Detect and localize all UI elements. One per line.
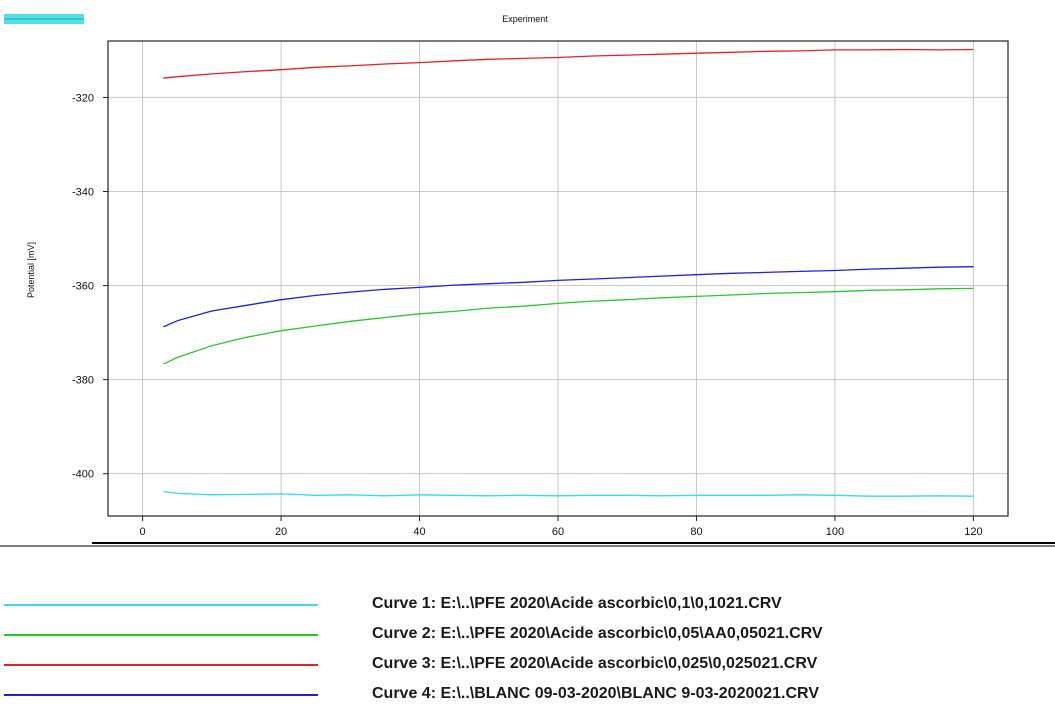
y-tick-label: -340 [72, 186, 94, 198]
legend-label: Curve 2: E:\..\PFE 2020\Acide ascorbic\0… [372, 625, 823, 642]
chart-title: Experiment [502, 14, 548, 24]
x-tick-label: 60 [552, 526, 564, 538]
x-tick-label: 100 [826, 526, 844, 538]
legend-label: Curve 1: E:\..\PFE 2020\Acide ascorbic\0… [372, 595, 782, 612]
y-tick-label: -360 [72, 281, 94, 293]
legend-line [4, 604, 318, 606]
x-tick-label: 0 [140, 526, 146, 538]
legend-line [4, 634, 318, 636]
x-tick-label: 80 [690, 526, 702, 538]
legend-item: Curve 4: E:\..\BLANC 09-03-2020\BLANC 9-… [0, 683, 1055, 707]
plot-series [163, 48, 974, 497]
series-line-2 [163, 287, 974, 365]
x-tick-label: 120 [964, 526, 982, 538]
grid [108, 41, 1008, 516]
series-line-1 [163, 490, 974, 497]
y-tick-label: -320 [72, 92, 94, 104]
legend-label: Curve 4: E:\..\BLANC 09-03-2020\BLANC 9-… [372, 685, 819, 702]
y-axis-label: Potential [mV] [26, 242, 36, 298]
legend-item: Curve 3: E:\..\PFE 2020\Acide ascorbic\0… [0, 653, 1055, 677]
legend-line [4, 664, 318, 666]
legend-item: Curve 1: E:\..\PFE 2020\Acide ascorbic\0… [0, 593, 1055, 617]
series-line-3 [163, 48, 974, 79]
series-line-4 [163, 266, 974, 328]
chart: Experiment Potential [mV] 0 20 40 60 80 100 12… [0, 14, 1055, 547]
legend-label: Curve 3: E:\..\PFE 2020\Acide ascorbic\0… [372, 655, 818, 672]
y-tick-label: -380 [72, 375, 94, 387]
legend-item: Curve 2: E:\..\PFE 2020\Acide ascorbic\0… [0, 623, 1055, 647]
tick-labels: 0 20 40 60 80 100 120 -320 -340 -360 -380 -400 [72, 92, 983, 538]
x-tick-label: 40 [413, 526, 425, 538]
legend-line [4, 694, 318, 696]
y-tick-label: -400 [72, 469, 94, 481]
x-tick-label: 20 [275, 526, 287, 538]
